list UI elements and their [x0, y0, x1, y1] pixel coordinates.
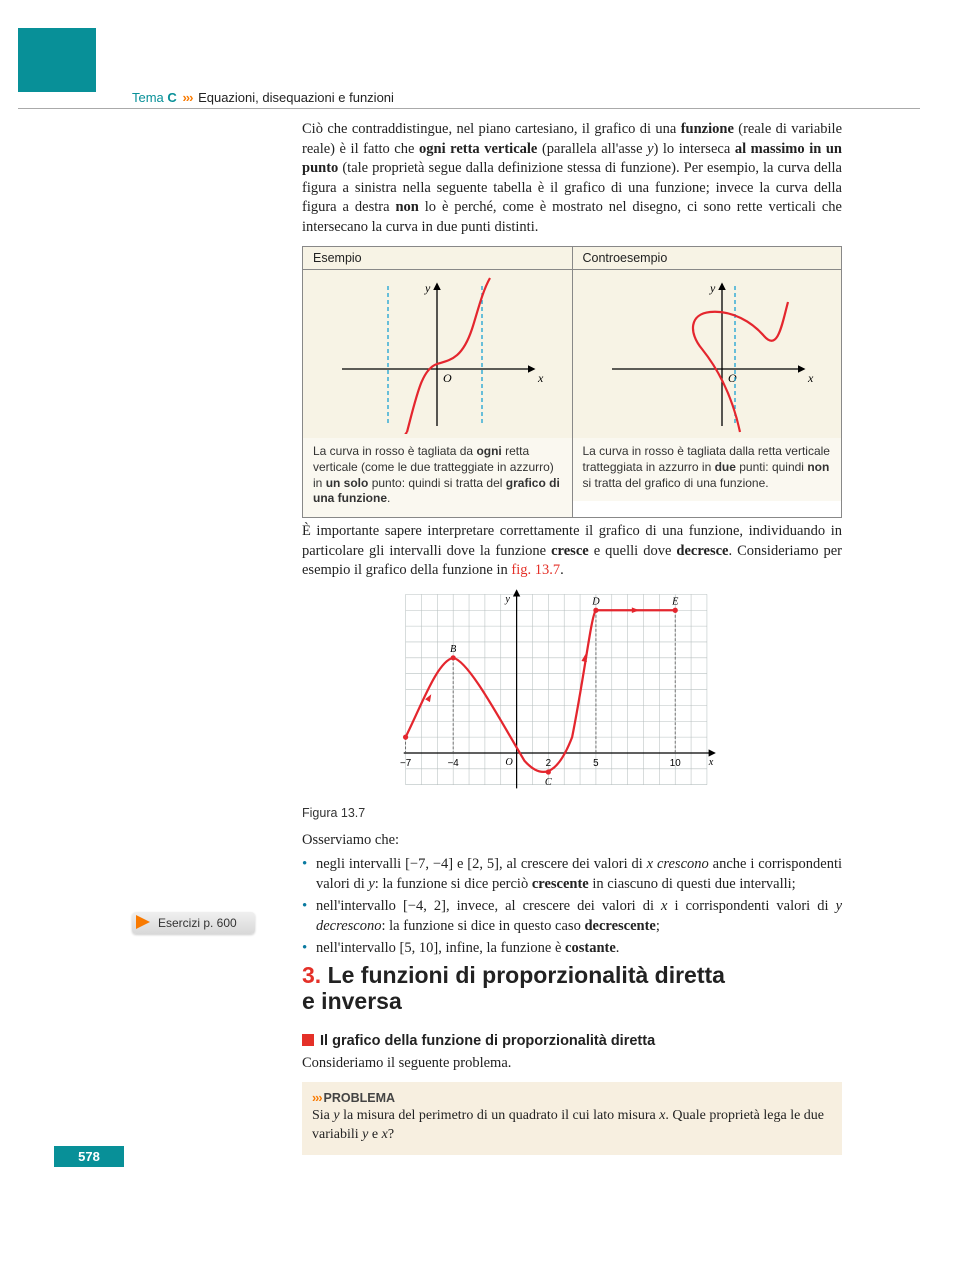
counterexample-title: Controesempio — [573, 247, 842, 270]
svg-text:x: x — [807, 371, 814, 385]
svg-text:10: 10 — [670, 758, 681, 769]
para2-text: È importante sapere interpretare corrett… — [302, 522, 842, 581]
svg-text:−4: −4 — [448, 758, 460, 769]
counterexample-cell: Controesempio Oxy La curva in rosso è ta… — [573, 247, 842, 517]
svg-text:y: y — [424, 281, 431, 295]
page: Tema C ››› Equazioni, disequazioni e fun… — [0, 0, 960, 1261]
svg-text:y: y — [709, 281, 716, 295]
observ-item: negli intervalli [−7, −4] e [2, 5], al c… — [302, 854, 842, 894]
example-cell: Esempio Ox y La curva in rosso è tagliata… — [303, 247, 573, 517]
counterexample-svg: Oxy — [592, 274, 822, 434]
paragraph-1: Ciò che contraddistingue, nel piano cart… — [302, 120, 842, 241]
svg-text:O: O — [443, 371, 452, 385]
chevron-icon: ››› — [180, 90, 194, 105]
header-rule — [18, 108, 920, 109]
paragraph-2: È importante sapere interpretare corrett… — [302, 522, 842, 581]
problem-box: ›››PROBLEMA Sia y la misura del perimetr… — [302, 1082, 842, 1155]
section-3-title: Le funzioni di proporzionalità direttae … — [302, 962, 725, 1014]
svg-text:D: D — [591, 597, 600, 608]
page-header: Tema C ››› Equazioni, disequazioni e fun… — [132, 90, 394, 105]
svg-text:C: C — [545, 777, 552, 788]
subsection-title: Il grafico della funzione di proporziona… — [320, 1033, 655, 1049]
svg-text:−7: −7 — [400, 758, 411, 769]
problem-label-text: PROBLEMA — [324, 1091, 396, 1105]
svg-text:x: x — [537, 371, 544, 385]
example-figure: Ox y — [303, 270, 572, 438]
square-bullet-icon — [302, 1034, 314, 1046]
observ-item: nell'intervallo [5, 10], infine, la funz… — [302, 938, 842, 958]
observ-list: negli intervalli [−7, −4] e [2, 5], al c… — [302, 854, 842, 958]
example-title: Esempio — [303, 247, 572, 270]
subsection-heading: Il grafico della funzione di proporziona… — [302, 1033, 842, 1049]
example-svg: Ox y — [322, 274, 552, 434]
examples-table: Esempio Ox y La curva in rosso è tagliata… — [302, 246, 842, 518]
chapter-title: Equazioni, disequazioni e funzioni — [198, 90, 394, 105]
exercise-badge: Esercizi p. 600 — [132, 912, 255, 934]
problem-label: ›››PROBLEMA — [312, 1090, 832, 1107]
svg-text:E: E — [671, 597, 679, 608]
counterexample-figure: Oxy — [573, 270, 842, 438]
counterexample-caption: La curva in rosso è tagliata dalla retta… — [573, 438, 842, 501]
svg-text:y: y — [504, 594, 510, 605]
svg-text:2: 2 — [546, 758, 551, 769]
page-number: 578 — [54, 1146, 124, 1167]
theme-label: Tema — [132, 90, 164, 105]
svg-text:5: 5 — [593, 758, 599, 769]
observations: Osserviamo che: negli intervalli [−7, −4… — [302, 830, 842, 960]
figure-13-7: Oxy−7−42510ABCDE — [400, 588, 720, 806]
observ-item: nell'intervallo [−4, 2], invece, al cres… — [302, 896, 842, 936]
figure-13-7-label: Figura 13.7 — [302, 806, 365, 820]
chevron-icon: ››› — [312, 1091, 324, 1105]
theme-letter: C — [167, 90, 176, 105]
svg-text:B: B — [450, 644, 457, 655]
section-3-intro: Consideriamo il seguente problema. — [302, 1055, 842, 1072]
observ-intro: Osserviamo che: — [302, 832, 399, 848]
section-3-heading: 3. Le funzioni di proporzionalità dirett… — [302, 962, 842, 1015]
problem-text: Sia y la misura del perimetro di un quad… — [312, 1107, 832, 1145]
section-3: 3. Le funzioni di proporzionalità dirett… — [302, 962, 842, 1155]
fig137-svg: Oxy−7−42510ABCDE — [400, 588, 720, 806]
para1-text: Ciò che contraddistingue, nel piano cart… — [302, 120, 842, 237]
decorative-tab — [18, 28, 96, 92]
example-caption: La curva in rosso è tagliata da ogni ret… — [303, 438, 572, 517]
svg-text:O: O — [505, 757, 513, 768]
section-3-num: 3. — [302, 962, 321, 988]
svg-text:x: x — [708, 757, 714, 768]
